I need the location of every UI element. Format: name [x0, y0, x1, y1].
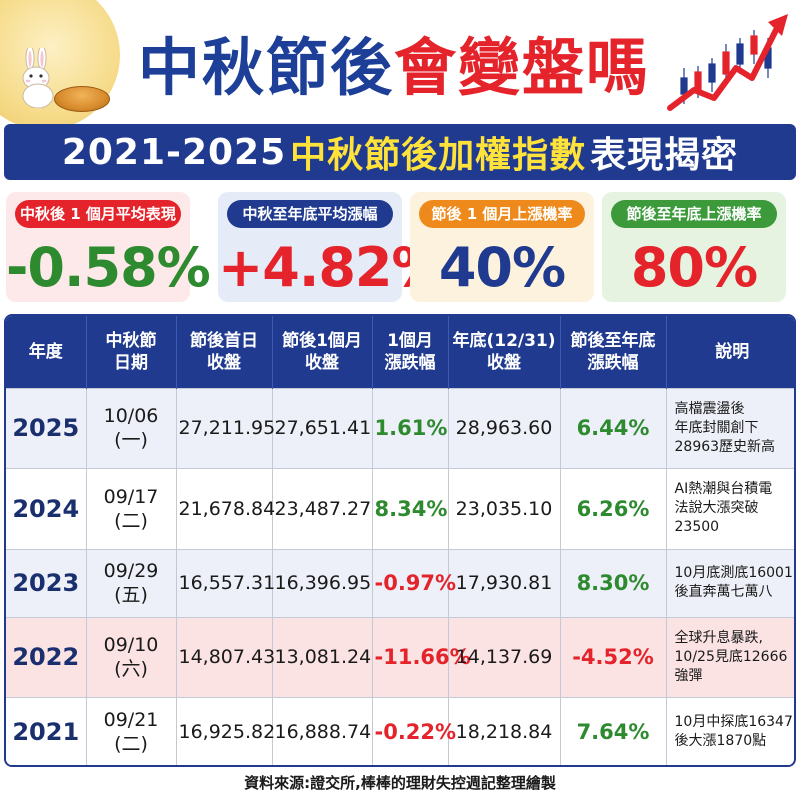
cell-ytd-change: 8.30% [560, 548, 667, 618]
stat-value: 40% [438, 236, 566, 299]
cell-year: 2022 [6, 616, 87, 698]
page-title: 中秋節後 會變盤嗎 [138, 22, 650, 104]
table-row: 2021 09/21 (二) 16,925.82 16,888.74 -0.22% 18,2… [6, 697, 794, 765]
cell-note: 10月中探底16347 後大漲1870點 [666, 697, 794, 765]
stat-value: +4.82% [218, 236, 446, 299]
title-part-2: 會變盤嗎 [394, 31, 651, 104]
stat-value: -0.58% [6, 236, 211, 299]
rabbit-icon [22, 48, 54, 108]
cell-year: 2023 [6, 548, 87, 618]
cell-first-close: 16,925.82 [176, 697, 275, 765]
stat-value: 80% [630, 236, 758, 299]
cell-ytd-change: 6.26% [560, 468, 667, 550]
column-header: 中秋節 日期 [86, 316, 177, 388]
stat-label: 中秋後 1 個月平均表現 [15, 200, 181, 228]
cell-first-close: 14,807.43 [176, 616, 275, 698]
mooncake-illustration [54, 86, 110, 112]
column-header: 年度 [6, 316, 87, 388]
table-row: 2022 09/10 (六) 14,807.43 13,081.24 -11.66% 14,… [6, 616, 794, 698]
cell-month-change: -0.97% [372, 548, 456, 618]
cell-year-end-close: 18,218.84 [448, 697, 561, 765]
table-row: 2025 10/06 (一) 27,211.95 27,651.41 1.61% 28,96… [6, 387, 794, 469]
stat-card-month-avg: 中秋後 1 個月平均表現 -0.58% [6, 192, 211, 302]
cell-date: 09/10 (六) [86, 616, 177, 698]
subtitle-highlight: 中秋節後加權指數 [290, 135, 587, 176]
cell-ytd-change: 7.64% [560, 697, 667, 765]
cell-month-close: 16,396.95 [272, 548, 373, 618]
table-header-row: 年度 中秋節 日期 節後首日 收盤 節後1個月 收盤 1個月 漲跌幅 年底(12/31)… [6, 316, 794, 388]
stat-label: 節後 1 個月上漲機率 [419, 200, 585, 228]
title-part-1: 中秋節後 [138, 31, 395, 104]
cell-date: 09/21 (二) [86, 697, 177, 765]
cell-month-close: 16,888.74 [272, 697, 373, 765]
cell-month-change: -11.66% [372, 616, 471, 698]
header: 中秋節後 會變盤嗎 [0, 0, 800, 130]
table-row: 2023 09/29 (五) 16,557.31 16,396.95 -0.97% 17,9… [6, 548, 794, 618]
cell-first-close: 27,211.95 [176, 387, 275, 469]
cell-note: AI熱潮與台積電 法說大漲突破 23500 [666, 468, 794, 550]
column-header: 節後1個月 收盤 [272, 316, 373, 388]
cell-year-end-close: 14,137.69 [448, 616, 561, 698]
cell-first-close: 16,557.31 [176, 548, 275, 618]
stat-card-ytd-prob: 節後至年底上漲機率 80% [602, 192, 786, 302]
source-note: 資料來源:證交所,棒棒的理財失控週記整理繪製 [244, 774, 556, 792]
stat-card-ytd-avg: 中秋至年底平均漲幅 +4.82% [218, 192, 446, 302]
cell-year-end-close: 28,963.60 [448, 387, 561, 469]
stat-card-month-prob: 節後 1 個月上漲機率 40% [410, 192, 594, 302]
cell-note: 全球升息暴跌, 10/25見底12666 強彈 [666, 616, 794, 698]
cell-month-close: 27,651.41 [272, 387, 373, 469]
column-header: 節後首日 收盤 [176, 316, 273, 388]
cell-first-close: 21,678.84 [176, 468, 275, 550]
cell-date: 10/06 (一) [86, 387, 177, 469]
column-header: 說明 [666, 316, 794, 388]
stat-label: 節後至年底上漲機率 [611, 200, 777, 228]
cell-date: 09/17 (二) [86, 468, 177, 550]
cell-month-change: -0.22% [372, 697, 456, 765]
column-header: 1個月 漲跌幅 [372, 316, 449, 388]
data-table: 年度 中秋節 日期 節後首日 收盤 節後1個月 收盤 1個月 漲跌幅 年底(12/31)… [4, 314, 796, 767]
cell-month-change: 1.61% [372, 387, 449, 469]
cell-year: 2024 [6, 468, 87, 550]
cell-month-close: 13,081.24 [272, 616, 373, 698]
cell-year: 2021 [6, 697, 87, 765]
cell-year-end-close: 23,035.10 [448, 468, 561, 550]
cell-year-end-close: 17,930.81 [448, 548, 561, 618]
cell-date: 09/29 (五) [86, 548, 177, 618]
cell-note: 10月底測底16001 後直奔萬七萬八 [666, 548, 794, 618]
stat-label: 中秋至年底平均漲幅 [227, 200, 393, 228]
subtitle-years: 2021-2025 [61, 131, 287, 173]
subtitle-banner: 2021-2025 中秋節後加權指數 表現揭密 [4, 124, 796, 180]
column-header: 年底(12/31) 收盤 [448, 316, 561, 388]
rising-chart-icon [667, 14, 788, 111]
cell-ytd-change: -4.52% [560, 616, 667, 698]
table-row: 2024 09/17 (二) 21,678.84 23,487.27 8.34% 23,03… [6, 468, 794, 550]
cell-month-change: 8.34% [372, 468, 449, 550]
column-header: 節後至年底 漲跌幅 [560, 316, 667, 388]
cell-note: 高檔震盪後 年底封關創下 28963歷史新高 [666, 387, 794, 469]
subtitle-rest: 表現揭密 [590, 135, 739, 176]
cell-year: 2025 [6, 387, 87, 469]
cell-ytd-change: 6.44% [560, 387, 667, 469]
cell-month-close: 23,487.27 [272, 468, 373, 550]
